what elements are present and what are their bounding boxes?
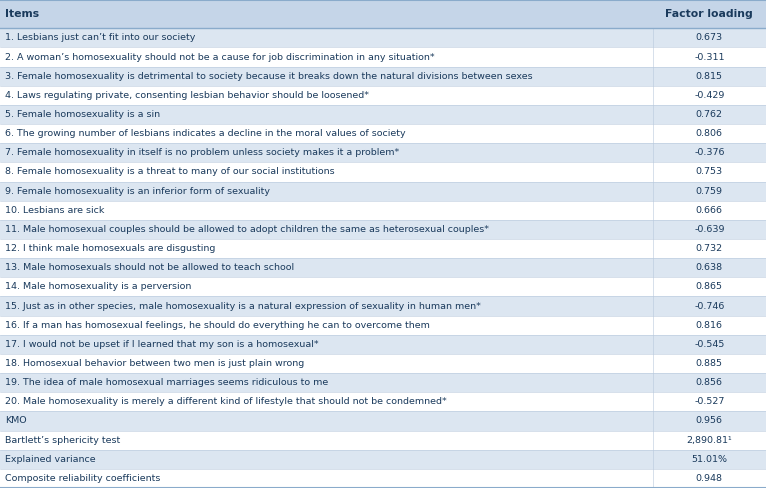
Text: 0.885: 0.885	[696, 359, 723, 368]
Bar	[0, 66, 766, 86]
Text: 5. Female homosexuality is a sin: 5. Female homosexuality is a sin	[5, 110, 161, 119]
Text: -0.639: -0.639	[694, 225, 725, 234]
Text: 2,890.81¹: 2,890.81¹	[686, 436, 732, 445]
Bar	[0, 0, 766, 28]
Text: 2. A woman’s homosexuality should not be a cause for job discrimination in any s: 2. A woman’s homosexuality should not be…	[5, 53, 435, 61]
Text: 0.956: 0.956	[696, 416, 723, 426]
Text: 17. I would not be upset if I learned that my son is a homosexual*: 17. I would not be upset if I learned th…	[5, 340, 319, 349]
Bar	[0, 239, 766, 258]
Text: Composite reliability coefficients: Composite reliability coefficients	[5, 474, 161, 483]
Text: Bartlett’s sphericity test: Bartlett’s sphericity test	[5, 436, 120, 445]
Text: 11. Male homosexual couples should be allowed to adopt children the same as hete: 11. Male homosexual couples should be al…	[5, 225, 489, 234]
Bar	[0, 373, 766, 392]
Bar	[0, 335, 766, 354]
Bar	[0, 47, 766, 66]
Text: 0.666: 0.666	[696, 206, 723, 215]
Bar	[0, 450, 766, 469]
Bar	[0, 354, 766, 373]
Text: Explained variance: Explained variance	[5, 455, 96, 464]
Text: 3. Female homosexuality is detrimental to society because it breaks down the nat: 3. Female homosexuality is detrimental t…	[5, 72, 533, 81]
Text: -0.429: -0.429	[694, 91, 725, 100]
Bar	[0, 220, 766, 239]
Bar	[0, 201, 766, 220]
Bar	[0, 143, 766, 163]
Text: 20. Male homosexuality is merely a different kind of lifestyle that should not b: 20. Male homosexuality is merely a diffe…	[5, 397, 447, 407]
Bar	[0, 430, 766, 450]
Bar	[0, 392, 766, 411]
Text: -0.376: -0.376	[694, 148, 725, 157]
Text: 0.638: 0.638	[696, 263, 723, 272]
Bar	[0, 469, 766, 488]
Text: 0.759: 0.759	[696, 186, 723, 196]
Text: 0.806: 0.806	[696, 129, 723, 138]
Text: -0.545: -0.545	[694, 340, 725, 349]
Text: 1. Lesbians just can’t fit into our society: 1. Lesbians just can’t fit into our soci…	[5, 33, 196, 42]
Text: -0.311: -0.311	[694, 53, 725, 61]
Text: 19. The idea of male homosexual marriages seems ridiculous to me: 19. The idea of male homosexual marriage…	[5, 378, 329, 387]
Bar	[0, 258, 766, 277]
Bar	[0, 86, 766, 105]
Text: 4. Laws regulating private, consenting lesbian behavior should be loosened*: 4. Laws regulating private, consenting l…	[5, 91, 369, 100]
Text: KMO: KMO	[5, 416, 27, 426]
Text: 6. The growing number of lesbians indicates a decline in the moral values of soc: 6. The growing number of lesbians indica…	[5, 129, 406, 138]
Text: 8. Female homosexuality is a threat to many of our social institutions: 8. Female homosexuality is a threat to m…	[5, 167, 335, 177]
Text: 14. Male homosexuality is a perversion: 14. Male homosexuality is a perversion	[5, 283, 192, 291]
Bar	[0, 277, 766, 296]
Bar	[0, 297, 766, 316]
Text: 0.732: 0.732	[696, 244, 723, 253]
Text: -0.746: -0.746	[694, 302, 725, 310]
Bar	[0, 316, 766, 335]
Text: 7. Female homosexuality in itself is no problem unless society makes it a proble: 7. Female homosexuality in itself is no …	[5, 148, 400, 157]
Text: 0.856: 0.856	[696, 378, 723, 387]
Text: 9. Female homosexuality is an inferior form of sexuality: 9. Female homosexuality is an inferior f…	[5, 186, 270, 196]
Text: 0.948: 0.948	[696, 474, 723, 483]
Text: 0.865: 0.865	[696, 283, 723, 291]
Text: 16. If a man has homosexual feelings, he should do everything he can to overcome: 16. If a man has homosexual feelings, he…	[5, 321, 430, 330]
Text: 0.753: 0.753	[696, 167, 723, 177]
Text: Items: Items	[5, 9, 40, 19]
Text: 0.815: 0.815	[696, 72, 723, 81]
Text: 18. Homosexual behavior between two men is just plain wrong: 18. Homosexual behavior between two men …	[5, 359, 305, 368]
Bar	[0, 182, 766, 201]
Bar	[0, 124, 766, 143]
Text: 0.673: 0.673	[696, 33, 723, 42]
Text: 13. Male homosexuals should not be allowed to teach school: 13. Male homosexuals should not be allow…	[5, 263, 294, 272]
Bar	[0, 411, 766, 430]
Text: Factor loading: Factor loading	[666, 9, 753, 19]
Bar	[0, 105, 766, 124]
Text: 10. Lesbians are sick: 10. Lesbians are sick	[5, 206, 105, 215]
Text: 15. Just as in other species, male homosexuality is a natural expression of sexu: 15. Just as in other species, male homos…	[5, 302, 481, 310]
Text: 51.01%: 51.01%	[692, 455, 727, 464]
Text: 12. I think male homosexuals are disgusting: 12. I think male homosexuals are disgust…	[5, 244, 216, 253]
Text: 0.816: 0.816	[696, 321, 723, 330]
Text: -0.527: -0.527	[694, 397, 725, 407]
Text: 0.762: 0.762	[696, 110, 723, 119]
Bar	[0, 28, 766, 47]
Bar	[0, 163, 766, 182]
